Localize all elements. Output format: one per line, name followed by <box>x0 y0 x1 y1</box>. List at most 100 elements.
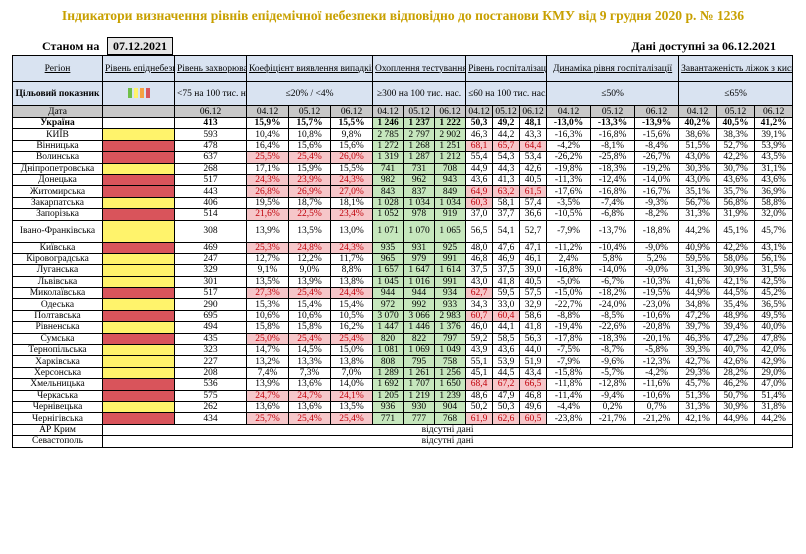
level-cell <box>102 287 175 300</box>
hospitalization-value: 37,5 <box>465 264 494 277</box>
hosp-dynamics-value: -4,2% <box>634 366 680 380</box>
incidence-value: 329 <box>174 264 247 277</box>
oxygen-beds-value: 51,4% <box>754 389 794 403</box>
oxygen-beds-value: 30,9% <box>716 264 756 277</box>
hosp-dynamics-value: -26,7% <box>634 151 680 164</box>
hosp-dynamics-value: -12,8% <box>590 378 636 391</box>
oxygen-beds-value: 59,5% <box>678 252 718 266</box>
detection-value: 9,8% <box>329 128 374 141</box>
target-hosp-dynamics: ≤50% <box>546 81 680 106</box>
oxygen-beds-value: 30,7% <box>716 162 756 175</box>
hospitalization-value: 44,3 <box>492 162 521 175</box>
hospitalization-value: 50,3 <box>492 400 521 414</box>
testing-value: 837 <box>403 185 436 198</box>
oxygen-beds-value: 29,0% <box>754 366 794 380</box>
level-cell <box>102 252 175 266</box>
detection-value: 10,6% <box>246 309 289 323</box>
oxygen-beds-value: 56,7% <box>678 196 718 210</box>
oxygen-beds-value: 42,9% <box>754 355 794 368</box>
hosp-dynamics-value: -8,8% <box>546 309 592 323</box>
incidence-value: 323 <box>174 344 247 357</box>
detection-value: 8,8% <box>329 264 374 277</box>
hospitalization-value: 56,3 <box>519 332 548 346</box>
hosp-dynamics-value: -20,1% <box>634 332 680 346</box>
detection-value: 24,3% <box>329 173 374 187</box>
testing-value: 758 <box>434 355 467 368</box>
hosp-dynamics-value: -10,4% <box>590 241 636 254</box>
testing-value: 1 707 <box>403 378 436 391</box>
detection-value: 14,7% <box>246 344 289 357</box>
hospitalization-value: 46,8 <box>519 389 548 403</box>
oxygen-beds-value: 34,8% <box>678 298 718 311</box>
oxygen-beds-value: 47,2% <box>716 332 756 346</box>
region-name: Сумська <box>12 332 103 346</box>
hosp-dynamics-value: -9,3% <box>634 196 680 210</box>
testing-value: 936 <box>372 400 405 414</box>
testing-value: 962 <box>403 173 436 187</box>
testing-value: 3 070 <box>372 309 405 323</box>
level-legend <box>102 81 175 106</box>
incidence-value: 406 <box>174 196 247 210</box>
region-name: Херсонська <box>12 366 103 380</box>
region-name: Вінницька <box>12 139 103 153</box>
detection-value: 7,0% <box>329 366 374 380</box>
testing-value: 1 614 <box>434 264 467 277</box>
date-cell: 04.12 <box>246 105 289 118</box>
oxygen-beds-value: 30,9% <box>716 400 756 414</box>
hospitalization-value: 43,6 <box>465 173 494 187</box>
detection-value: 25,4% <box>329 332 374 346</box>
oxygen-beds-value: 42,1% <box>716 275 756 289</box>
incidence-value: 536 <box>174 378 247 391</box>
testing-value: 965 <box>372 252 405 266</box>
hospitalization-value: 65,7 <box>492 139 521 153</box>
incidence-value: 434 <box>174 412 247 425</box>
hospitalization-value: 43,3 <box>519 128 548 141</box>
region-name: Київська <box>12 241 103 254</box>
detection-value: 15,8% <box>288 321 331 334</box>
testing-value: 771 <box>372 412 405 425</box>
table-row: Хмельницька 536 13,9% 13,6% 14,0% 1 692 1 707 1… <box>12 378 794 391</box>
oxygen-beds-value: 31,1% <box>754 162 794 175</box>
incidence-value: 695 <box>174 309 247 323</box>
header-region: Регіон <box>12 55 103 82</box>
oxygen-beds-value: 39,1% <box>754 128 794 141</box>
testing-value: 978 <box>403 208 436 221</box>
hosp-dynamics-value: -26,2% <box>546 151 592 164</box>
detection-value: 7,3% <box>288 366 331 380</box>
oxygen-beds-value: 42,6% <box>716 355 756 368</box>
region-name: Волинська <box>12 151 103 164</box>
hospitalization-value: 36,6 <box>519 208 548 221</box>
header-hospitalization: Рівень госпіталізації <box>465 55 548 82</box>
header-hosp-dynamics: Динаміка рівня госпіталізації <box>546 55 680 82</box>
detection-value: 16,2% <box>329 321 374 334</box>
testing-value: 1 261 <box>403 366 436 380</box>
region-name: Львівська <box>12 275 103 289</box>
testing-value: 1 016 <box>403 275 436 289</box>
table-row: Волинська 637 25,5% 25,4% 26,0% 1 319 1 287 1 2… <box>12 151 794 164</box>
oxygen-beds-value: 47,2% <box>678 309 718 323</box>
report-title: Індикатори визначення рівнів епідемічної… <box>61 8 745 23</box>
date-cell: 06.12 <box>434 105 467 118</box>
region-name: Івано-Франківська <box>12 219 103 243</box>
hosp-dynamics-value: -11,6% <box>634 378 680 391</box>
hospitalization-value: 58,6 <box>519 309 548 323</box>
oxygen-beds-value: 44,2% <box>678 219 718 243</box>
date-cell: 06.12 <box>329 105 374 118</box>
hospitalization-value: 47,9 <box>492 389 521 403</box>
hosp-dynamics-value: 5,2% <box>634 252 680 266</box>
table-row: Харківська 227 13,2% 13,3% 13,8% 808 795 758 55,… <box>12 355 794 368</box>
header-level: Рівень епіднебезпеки <box>102 55 175 82</box>
testing-value: 797 <box>434 332 467 346</box>
oxygen-beds-value: 41,6% <box>678 275 718 289</box>
hospitalization-value: 67,2 <box>492 378 521 391</box>
detection-value: 13,5% <box>246 275 289 289</box>
oxygen-beds-value: 39,7% <box>678 321 718 334</box>
oxygen-beds-value: 32,0% <box>754 208 794 221</box>
hospitalization-value: 50,3 <box>465 116 494 130</box>
incidence-value: 435 <box>174 332 247 346</box>
hospitalization-value: 50,2 <box>465 400 494 414</box>
hosp-dynamics-value: -4,2% <box>546 139 592 153</box>
date-cell: 05.12 <box>288 105 331 118</box>
incidence-value: 208 <box>174 366 247 380</box>
oxygen-beds-value: 42,5% <box>754 275 794 289</box>
